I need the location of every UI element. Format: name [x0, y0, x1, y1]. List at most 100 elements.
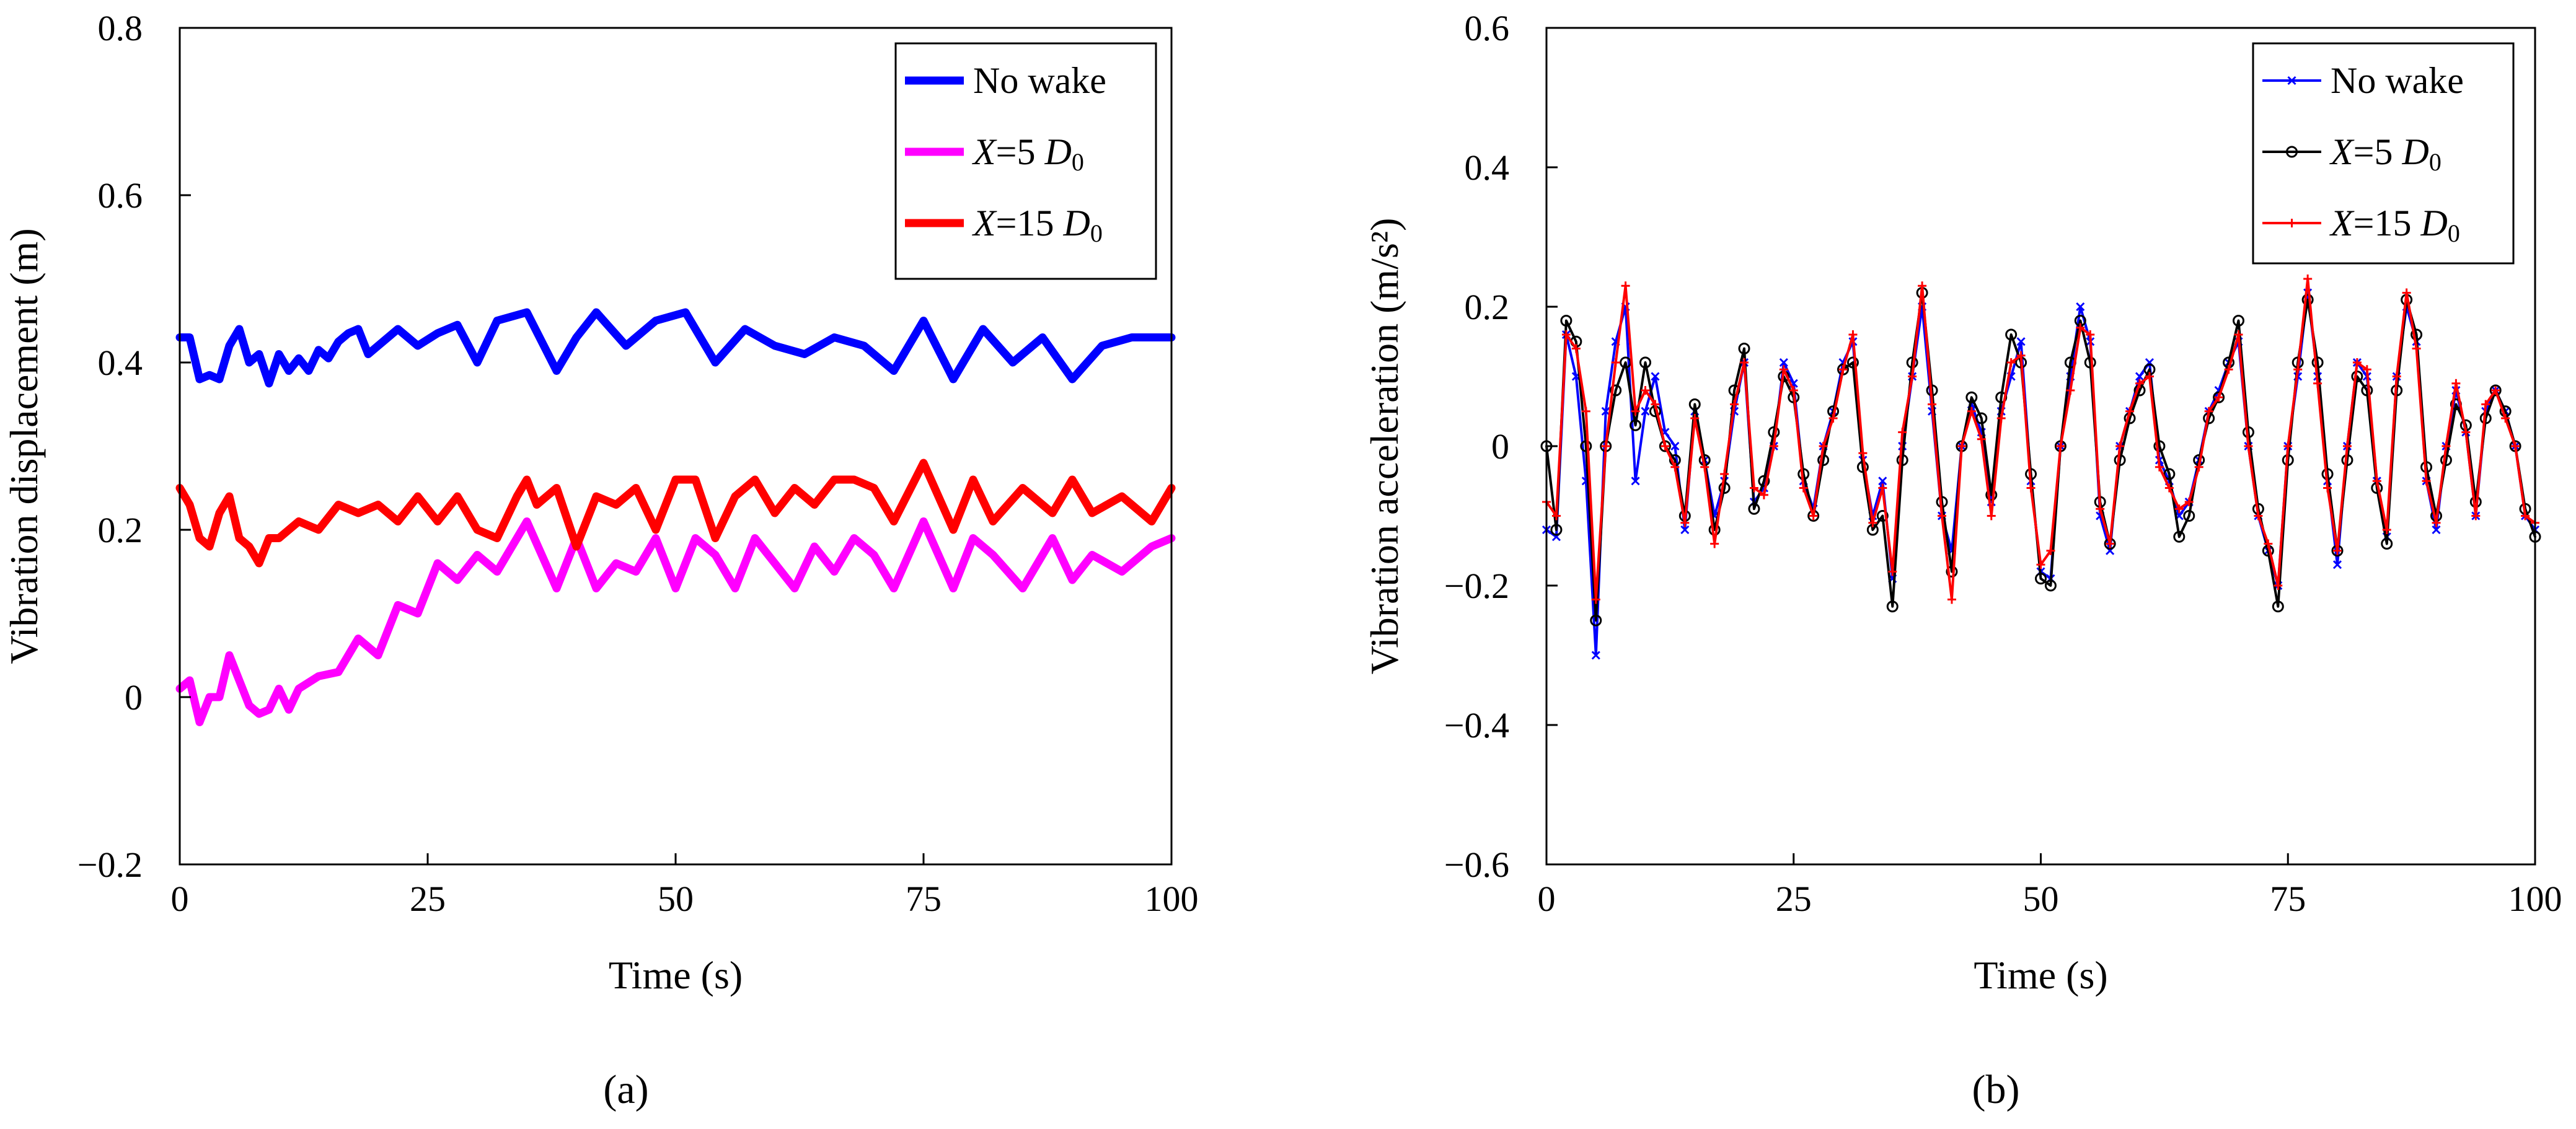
- series-marker-1-2-62: [2155, 462, 2164, 472]
- series-marker-1-2-95: [2481, 400, 2490, 409]
- panel-label-b: (b): [1972, 1067, 2020, 1112]
- series-marker-1-2-6: [1601, 442, 1610, 450]
- series-marker-1-2-4: [1581, 406, 1590, 416]
- series-marker-1-2-5: [1591, 595, 1600, 604]
- series-marker-1-2-93: [2461, 428, 2471, 437]
- series-line-0-2: [175, 459, 1176, 568]
- x-tick-label-1-1: 25: [1776, 879, 1812, 919]
- series-marker-1-2-72: [2254, 511, 2263, 521]
- y-tick-label-0-0: −0.2: [77, 845, 143, 885]
- series-marker-1-2-79: [2323, 483, 2332, 493]
- series-marker-1-2-12: [1661, 442, 1670, 450]
- x-tick-label-1-2: 50: [2023, 879, 2059, 919]
- series-marker-1-2-17: [1710, 539, 1719, 548]
- series-marker-1-1-20: [1738, 343, 1750, 354]
- series-marker-1-1-96: [2489, 384, 2502, 397]
- series-marker-1-1-62: [2153, 440, 2166, 452]
- series-marker-1-2-36: [1898, 428, 1907, 437]
- series-marker-1-2-61: [2145, 372, 2154, 381]
- series-marker-1-2-82: [2352, 358, 2362, 367]
- series-marker-1-1-51: [2044, 579, 2057, 592]
- series-marker-1-2-55: [2086, 330, 2095, 339]
- series-marker-1-2-91: [2441, 442, 2451, 450]
- series-marker-1-1-7: [1610, 384, 1622, 397]
- series-marker-1-1-22: [1758, 475, 1770, 487]
- legend-label-0-0: No wake: [973, 60, 1106, 101]
- series-marker-1-1-63: [2163, 468, 2176, 480]
- series-marker-1-2-27: [1809, 511, 1818, 521]
- series-marker-1-1-74: [2272, 600, 2284, 613]
- series-marker-1-2-54: [2076, 323, 2085, 332]
- series-marker-1-1-55: [2084, 356, 2096, 369]
- series-marker-1-2-50: [2036, 560, 2045, 569]
- x-tick-label-1-3: 75: [2270, 879, 2306, 919]
- series-marker-1-2-89: [2422, 477, 2431, 486]
- series-marker-1-1-43: [1965, 391, 1978, 403]
- series-marker-1-1-18: [1718, 482, 1731, 494]
- y-tick-label-1-0: −0.6: [1444, 845, 1509, 885]
- series-marker-1-2-63: [2164, 483, 2174, 493]
- series-marker-1-0-80: [2332, 560, 2342, 569]
- series-marker-1-1-4: [1580, 440, 1592, 452]
- series-marker-1-2-33: [1868, 518, 1877, 527]
- series-marker-1-1-68: [2213, 391, 2225, 403]
- series-marker-1-1-44: [1975, 412, 1988, 424]
- series-marker-1-2-83: [2362, 365, 2371, 374]
- series-marker-1-2-3: [1571, 344, 1581, 353]
- series-marker-1-2-18: [1720, 470, 1729, 478]
- series-marker-1-2-31: [1848, 330, 1858, 339]
- series-marker-1-2-80: [2333, 546, 2342, 555]
- y-tick-label-0-3: 0.4: [98, 343, 143, 383]
- y-tick-label-1-3: 0: [1491, 426, 1509, 467]
- y-tick-label-0-2: 0.2: [98, 510, 143, 550]
- series-marker-1-2-24: [1779, 365, 1788, 374]
- series-marker-1-2-77: [2303, 275, 2313, 283]
- series-marker-1-2-99: [2521, 511, 2530, 521]
- y-axis-label-0: Vibration displacement (m): [2, 228, 46, 664]
- series-marker-1-0-54: [2076, 302, 2085, 312]
- series-marker-1-2-58: [2115, 442, 2125, 450]
- series-marker-1-1-31: [1846, 356, 1859, 369]
- x-tick-label-0-1: 25: [410, 879, 446, 919]
- panel-label-a: (a): [603, 1067, 648, 1112]
- series-marker-1-2-87: [2402, 288, 2411, 297]
- series-marker-1-2-44: [1977, 434, 1986, 444]
- series-marker-1-2-51: [2046, 546, 2055, 555]
- legend-1: No wake X=5 D0 X=15 D0: [2252, 42, 2515, 265]
- series-marker-1-1-34: [1876, 510, 1889, 522]
- series-marker-1-2-35: [1888, 567, 1897, 576]
- y-tick-label-0-4: 0.6: [98, 175, 143, 216]
- series-marker-1-2-86: [2392, 372, 2401, 381]
- series-marker-1-2-38: [1918, 281, 1927, 291]
- series-marker-1-2-59: [2125, 406, 2135, 416]
- series-marker-1-1-9: [1630, 419, 1642, 431]
- series-marker-1-1-28: [1817, 454, 1830, 466]
- series-marker-1-0-5: [1591, 651, 1600, 660]
- x-tick-label-0-4: 100: [1145, 879, 1199, 919]
- series-marker-1-2-25: [1789, 386, 1798, 395]
- series-marker-1-2-42: [1957, 442, 1966, 450]
- series-marker-1-2-71: [2244, 442, 2253, 450]
- series-marker-1-2-10: [1641, 386, 1650, 395]
- series-marker-1-2-15: [1690, 414, 1700, 423]
- series-marker-1-2-94: [2471, 511, 2481, 521]
- series-marker-1-2-97: [2501, 414, 2510, 423]
- series-marker-1-2-9: [1631, 406, 1640, 416]
- series-marker-1-2-57: [2106, 539, 2115, 548]
- series-marker-1-2-70: [2234, 330, 2243, 339]
- series-marker-1-1-64: [2173, 530, 2186, 543]
- series-marker-1-1-65: [2183, 510, 2195, 522]
- series-marker-1-2-26: [1799, 483, 1808, 493]
- series-marker-1-2-34: [1878, 483, 1887, 493]
- y-tick-label-1-1: −0.4: [1444, 705, 1509, 745]
- series-line-0-0: [175, 308, 1176, 388]
- series-marker-1-1-5: [1590, 614, 1602, 626]
- series-marker-1-1-78: [2311, 356, 2324, 369]
- series-marker-1-2-47: [2006, 358, 2016, 367]
- series-marker-1-2-46: [1996, 414, 2006, 423]
- series-marker-1-1-41: [1946, 566, 1958, 578]
- x-axis-label-1: Time (s): [1974, 953, 2107, 997]
- x-tick-label-1-0: 0: [1538, 879, 1556, 919]
- series-marker-1-2-48: [2016, 351, 2026, 360]
- series-marker-1-1-45: [1985, 489, 1998, 501]
